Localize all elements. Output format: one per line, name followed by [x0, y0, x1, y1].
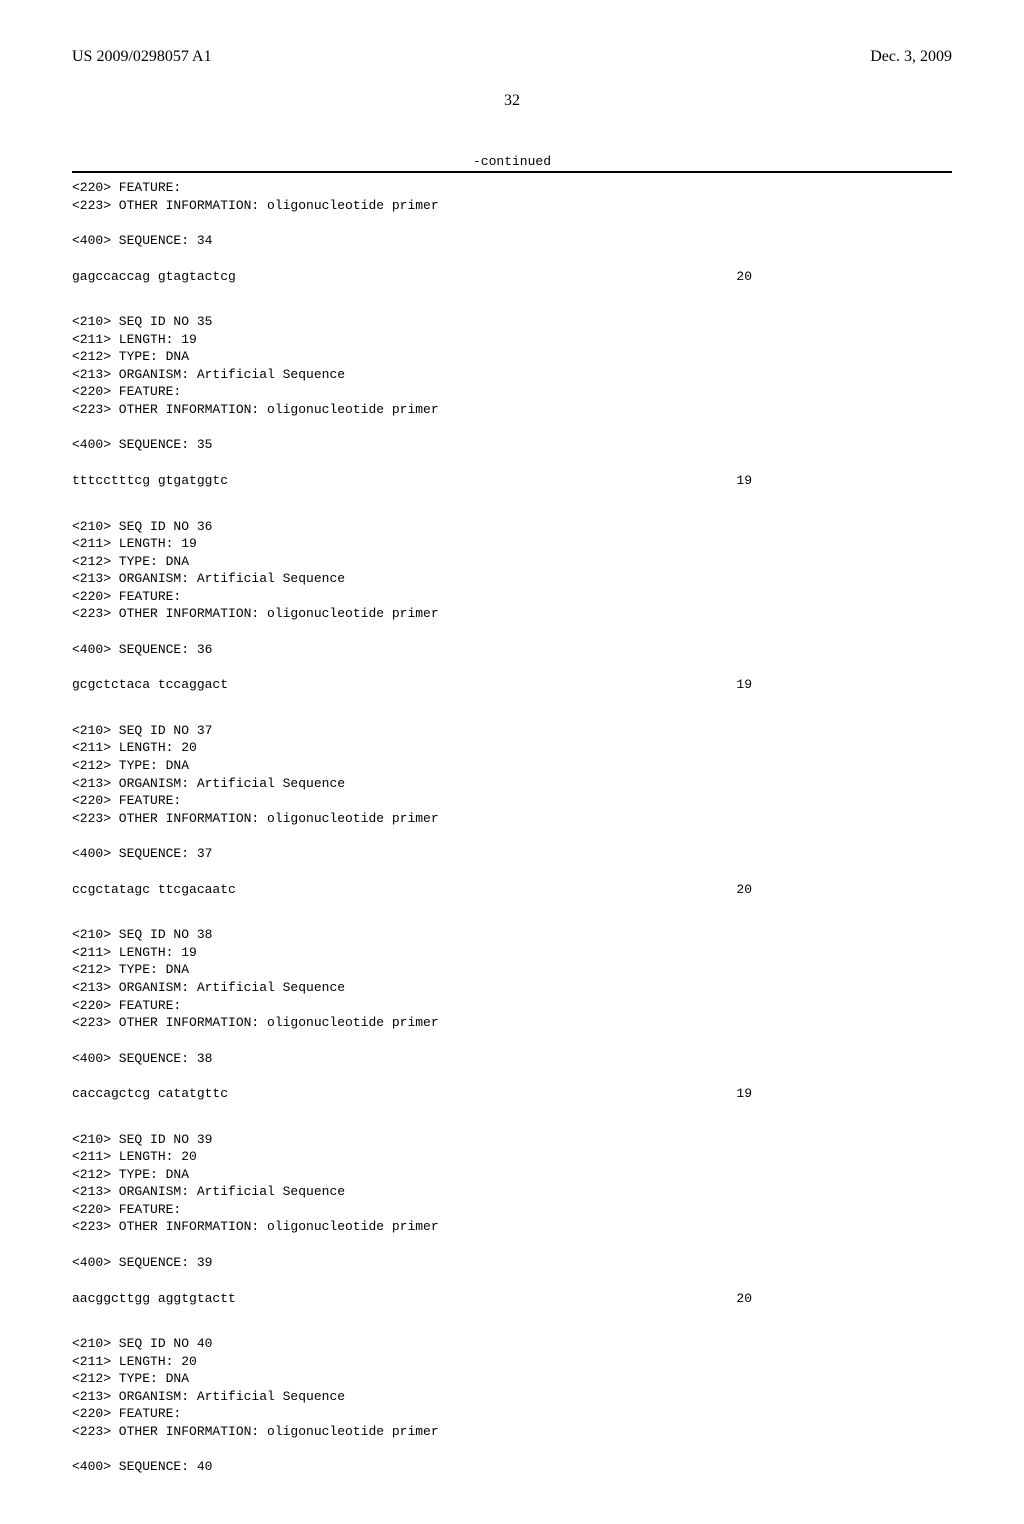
seq-meta-line: <211> LENGTH: 20	[72, 1353, 952, 1371]
sequence-text: gagccaccag gtagtactcg	[72, 268, 236, 286]
sequence-text: ccgctatagc ttcgacaatc	[72, 881, 236, 899]
sequence-text: tttcctttcg gtgatggtc	[72, 472, 228, 490]
spacer	[72, 827, 952, 845]
seq-meta-line: <220> FEATURE:	[72, 997, 952, 1015]
seq-meta-line: <211> LENGTH: 19	[72, 944, 952, 962]
spacer	[72, 694, 952, 722]
page-header: US 2009/0298057 A1 Dec. 3, 2009	[72, 48, 952, 66]
seq-meta-line: <213> ORGANISM: Artificial Sequence	[72, 775, 952, 793]
seq-meta-line: <210> SEQ ID NO 35	[72, 313, 952, 331]
seq-meta-line: <213> ORGANISM: Artificial Sequence	[72, 1183, 952, 1201]
seq-meta-line: <220> FEATURE:	[72, 1405, 952, 1423]
spacer	[72, 1067, 952, 1085]
page-number: 32	[72, 92, 952, 110]
seq-meta-line: <223> OTHER INFORMATION: oligonucleotide…	[72, 605, 952, 623]
spacer	[72, 1103, 952, 1131]
spacer	[72, 1307, 952, 1335]
sequence-row: ccgctatagc ttcgacaatc 20	[72, 881, 952, 899]
seq-meta-line: <220> FEATURE:	[72, 1201, 952, 1219]
sequence-row: tttcctttcg gtgatggtc 19	[72, 472, 952, 490]
spacer	[72, 863, 952, 881]
horizontal-rule	[72, 171, 952, 173]
seq-meta-line: <211> LENGTH: 20	[72, 1148, 952, 1166]
seq-meta-line: <220> FEATURE:	[72, 179, 952, 197]
seq-meta-line: <212> TYPE: DNA	[72, 1166, 952, 1184]
spacer	[72, 490, 952, 518]
seq-meta-line: <220> FEATURE:	[72, 792, 952, 810]
spacer	[72, 454, 952, 472]
sequence-text: caccagctcg catatgttc	[72, 1085, 228, 1103]
seq-label: <400> SEQUENCE: 34	[72, 232, 952, 250]
header-right: Dec. 3, 2009	[870, 48, 952, 66]
sequence-length: 20	[736, 268, 952, 286]
seq-label: <400> SEQUENCE: 40	[72, 1458, 952, 1476]
seq-label: <400> SEQUENCE: 35	[72, 436, 952, 454]
spacer	[72, 1236, 952, 1254]
seq-meta-line: <212> TYPE: DNA	[72, 757, 952, 775]
seq-meta-line: <223> OTHER INFORMATION: oligonucleotide…	[72, 401, 952, 419]
spacer	[72, 623, 952, 641]
seq-meta-line: <220> FEATURE:	[72, 383, 952, 401]
seq-meta-line: <223> OTHER INFORMATION: oligonucleotide…	[72, 1423, 952, 1441]
continued-label: -continued	[72, 154, 952, 169]
spacer	[72, 1272, 952, 1290]
sequence-row: gcgctctaca tccaggact 19	[72, 676, 952, 694]
seq-meta-line: <213> ORGANISM: Artificial Sequence	[72, 1388, 952, 1406]
seq-meta-line: <223> OTHER INFORMATION: oligonucleotide…	[72, 197, 952, 215]
seq-meta-line: <210> SEQ ID NO 37	[72, 722, 952, 740]
seq-label: <400> SEQUENCE: 38	[72, 1050, 952, 1068]
seq-meta-line: <212> TYPE: DNA	[72, 553, 952, 571]
sequence-text: gcgctctaca tccaggact	[72, 676, 228, 694]
seq-meta-line: <223> OTHER INFORMATION: oligonucleotide…	[72, 1218, 952, 1236]
spacer	[72, 1440, 952, 1458]
spacer	[72, 658, 952, 676]
header-left: US 2009/0298057 A1	[72, 48, 212, 66]
seq-label: <400> SEQUENCE: 39	[72, 1254, 952, 1272]
seq-meta-line: <223> OTHER INFORMATION: oligonucleotide…	[72, 810, 952, 828]
sequence-length: 19	[736, 1085, 952, 1103]
seq-meta-line: <211> LENGTH: 19	[72, 331, 952, 349]
seq-meta-line: <212> TYPE: DNA	[72, 1370, 952, 1388]
spacer	[72, 898, 952, 926]
seq-meta-line: <211> LENGTH: 19	[72, 535, 952, 553]
sequence-length: 20	[736, 1290, 952, 1308]
sequence-row: caccagctcg catatgttc 19	[72, 1085, 952, 1103]
spacer	[72, 418, 952, 436]
seq-meta-line: <223> OTHER INFORMATION: oligonucleotide…	[72, 1014, 952, 1032]
seq-meta-line: <210> SEQ ID NO 36	[72, 518, 952, 536]
sequence-listing: <220> FEATURE:<223> OTHER INFORMATION: o…	[72, 179, 952, 1476]
seq-meta-line: <210> SEQ ID NO 38	[72, 926, 952, 944]
sequence-length: 19	[736, 676, 952, 694]
spacer	[72, 250, 952, 268]
seq-meta-line: <211> LENGTH: 20	[72, 739, 952, 757]
sequence-length: 19	[736, 472, 952, 490]
spacer	[72, 285, 952, 313]
spacer	[72, 1032, 952, 1050]
page-container: US 2009/0298057 A1 Dec. 3, 2009 32 -cont…	[0, 0, 1024, 1524]
seq-meta-line: <213> ORGANISM: Artificial Sequence	[72, 366, 952, 384]
sequence-length: 20	[736, 881, 952, 899]
spacer	[72, 214, 952, 232]
seq-label: <400> SEQUENCE: 36	[72, 641, 952, 659]
seq-meta-line: <212> TYPE: DNA	[72, 348, 952, 366]
seq-meta-line: <212> TYPE: DNA	[72, 961, 952, 979]
sequence-row: gagccaccag gtagtactcg 20	[72, 268, 952, 286]
sequence-row: aacggcttgg aggtgtactt 20	[72, 1290, 952, 1308]
seq-label: <400> SEQUENCE: 37	[72, 845, 952, 863]
seq-meta-line: <210> SEQ ID NO 40	[72, 1335, 952, 1353]
seq-meta-line: <210> SEQ ID NO 39	[72, 1131, 952, 1149]
seq-meta-line: <213> ORGANISM: Artificial Sequence	[72, 570, 952, 588]
sequence-text: aacggcttgg aggtgtactt	[72, 1290, 236, 1308]
seq-meta-line: <220> FEATURE:	[72, 588, 952, 606]
seq-meta-line: <213> ORGANISM: Artificial Sequence	[72, 979, 952, 997]
